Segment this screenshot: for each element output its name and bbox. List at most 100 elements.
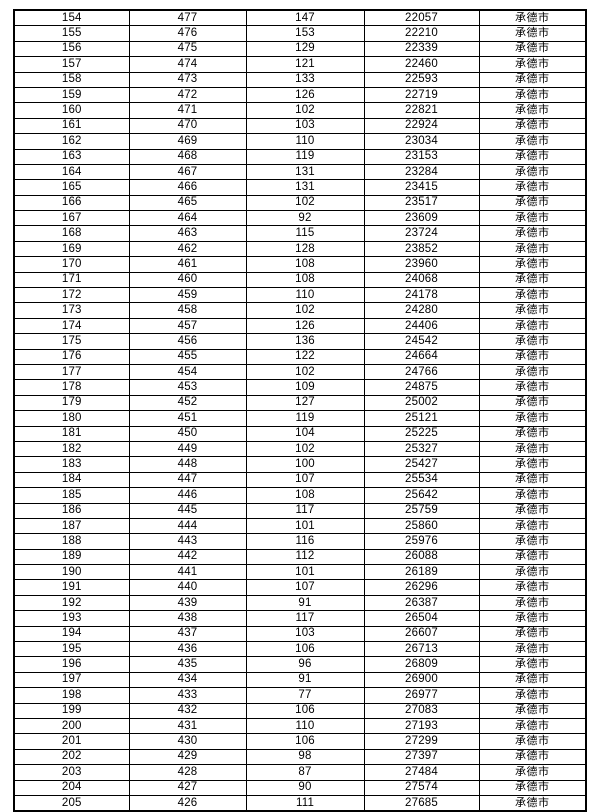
cell-score: 462 <box>128 240 247 258</box>
cell-score: 471 <box>128 102 247 119</box>
cell-cumulative: 23517 <box>363 194 480 212</box>
table-row: 157 474 121 22460 承德市 <box>13 56 587 73</box>
cell-score: 470 <box>128 117 247 135</box>
cell-count: 101 <box>245 517 365 535</box>
table-row: 166 465 102 23517 承德市 <box>13 194 587 212</box>
cell-count: 102 <box>245 194 365 212</box>
cell-count: 121 <box>245 56 365 73</box>
cell-rank: 192 <box>13 594 130 612</box>
table-row: 186 445 117 25759 承德市 <box>13 502 587 519</box>
cell-rank: 165 <box>13 179 130 196</box>
cell-count: 110 <box>245 133 365 150</box>
cell-region: 承德市 <box>478 133 587 150</box>
cell-rank: 203 <box>13 764 130 781</box>
cell-cumulative: 27685 <box>363 794 480 812</box>
cell-cumulative: 23609 <box>363 210 480 227</box>
cell-rank: 185 <box>13 487 130 504</box>
cell-count: 102 <box>245 102 365 119</box>
cell-rank: 160 <box>13 102 130 119</box>
cell-rank: 191 <box>13 579 130 596</box>
cell-score: 455 <box>128 348 247 365</box>
cell-score: 460 <box>128 271 247 289</box>
table-row: 188 443 116 25976 承德市 <box>13 533 587 550</box>
cell-score: 441 <box>128 564 247 581</box>
cell-score: 445 <box>128 502 247 519</box>
cell-count: 110 <box>245 287 365 304</box>
cell-count: 90 <box>245 779 365 796</box>
table-row: 200 431 110 27193 承德市 <box>13 717 587 735</box>
cell-cumulative: 24664 <box>363 348 480 365</box>
cell-score: 476 <box>128 25 247 42</box>
table-row: 183 448 100 25427 承德市 <box>13 456 587 473</box>
table-row: 163 468 119 23153 承德市 <box>13 148 587 165</box>
cell-rank: 194 <box>13 625 130 643</box>
table-row: 178 453 109 24875 承德市 <box>13 379 587 396</box>
cell-count: 111 <box>245 794 365 812</box>
table-row: 181 450 104 25225 承德市 <box>13 425 587 442</box>
cell-score: 453 <box>128 379 247 396</box>
cell-score: 452 <box>128 394 247 412</box>
table-body: 154 477 147 22057 承德市 155 476 153 22210 承德市 156 475… <box>13 9 587 812</box>
table-row: 185 446 108 25642 承德市 <box>13 487 587 504</box>
cell-cumulative: 22057 <box>363 9 480 27</box>
cell-cumulative: 22924 <box>363 117 480 135</box>
table-row: 162 469 110 23034 承德市 <box>13 133 587 150</box>
cell-cumulative: 23724 <box>363 225 480 242</box>
cell-region: 承德市 <box>478 671 587 689</box>
cell-rank: 201 <box>13 733 130 750</box>
cell-count: 91 <box>245 594 365 612</box>
cell-rank: 169 <box>13 240 130 258</box>
cell-region: 承德市 <box>478 86 587 104</box>
cell-count: 133 <box>245 71 365 88</box>
cell-score: 451 <box>128 410 247 427</box>
cell-rank: 198 <box>13 687 130 704</box>
table-row: 194 437 103 26607 承德市 <box>13 625 587 643</box>
cell-region: 承德市 <box>478 564 587 581</box>
table-row: 192 439 91 26387 承德市 <box>13 594 587 612</box>
cell-rank: 164 <box>13 163 130 181</box>
cell-count: 87 <box>245 764 365 781</box>
cell-cumulative: 26607 <box>363 625 480 643</box>
cell-cumulative: 25642 <box>363 487 480 504</box>
table-row: 177 454 102 24766 承德市 <box>13 363 587 381</box>
cell-score: 449 <box>128 440 247 458</box>
table-row: 198 433 77 26977 承德市 <box>13 687 587 704</box>
cell-score: 427 <box>128 779 247 796</box>
table-row: 171 460 108 24068 承德市 <box>13 271 587 289</box>
cell-region: 承德市 <box>478 641 587 658</box>
cell-rank: 158 <box>13 71 130 88</box>
cell-count: 104 <box>245 425 365 442</box>
table-row: 165 466 131 23415 承德市 <box>13 179 587 196</box>
cell-region: 承德市 <box>478 287 587 304</box>
cell-cumulative: 23034 <box>363 133 480 150</box>
cell-rank: 196 <box>13 656 130 673</box>
cell-rank: 154 <box>13 9 130 27</box>
cell-count: 109 <box>245 379 365 396</box>
cell-score: 431 <box>128 717 247 735</box>
cell-count: 96 <box>245 656 365 673</box>
table-row: 199 432 106 27083 承德市 <box>13 702 587 719</box>
cell-count: 119 <box>245 410 365 427</box>
cell-score: 426 <box>128 794 247 812</box>
cell-cumulative: 24542 <box>363 333 480 350</box>
cell-rank: 171 <box>13 271 130 289</box>
cell-count: 100 <box>245 456 365 473</box>
cell-cumulative: 25860 <box>363 517 480 535</box>
cell-rank: 155 <box>13 25 130 42</box>
table-row: 189 442 112 26088 承德市 <box>13 548 587 566</box>
cell-count: 119 <box>245 148 365 165</box>
score-distribution-table: 154 477 147 22057 承德市 155 476 153 22210 承德市 156 475… <box>13 9 587 812</box>
cell-rank: 199 <box>13 702 130 719</box>
table-row: 169 462 128 23852 承德市 <box>13 240 587 258</box>
cell-region: 承德市 <box>478 194 587 212</box>
cell-rank: 182 <box>13 440 130 458</box>
cell-region: 承德市 <box>478 702 587 719</box>
cell-rank: 175 <box>13 333 130 350</box>
cell-count: 102 <box>245 363 365 381</box>
cell-count: 126 <box>245 86 365 104</box>
table-row: 205 426 111 27685 承德市 <box>13 794 587 812</box>
cell-region: 承德市 <box>478 517 587 535</box>
cell-score: 466 <box>128 179 247 196</box>
cell-score: 432 <box>128 702 247 719</box>
cell-rank: 183 <box>13 456 130 473</box>
